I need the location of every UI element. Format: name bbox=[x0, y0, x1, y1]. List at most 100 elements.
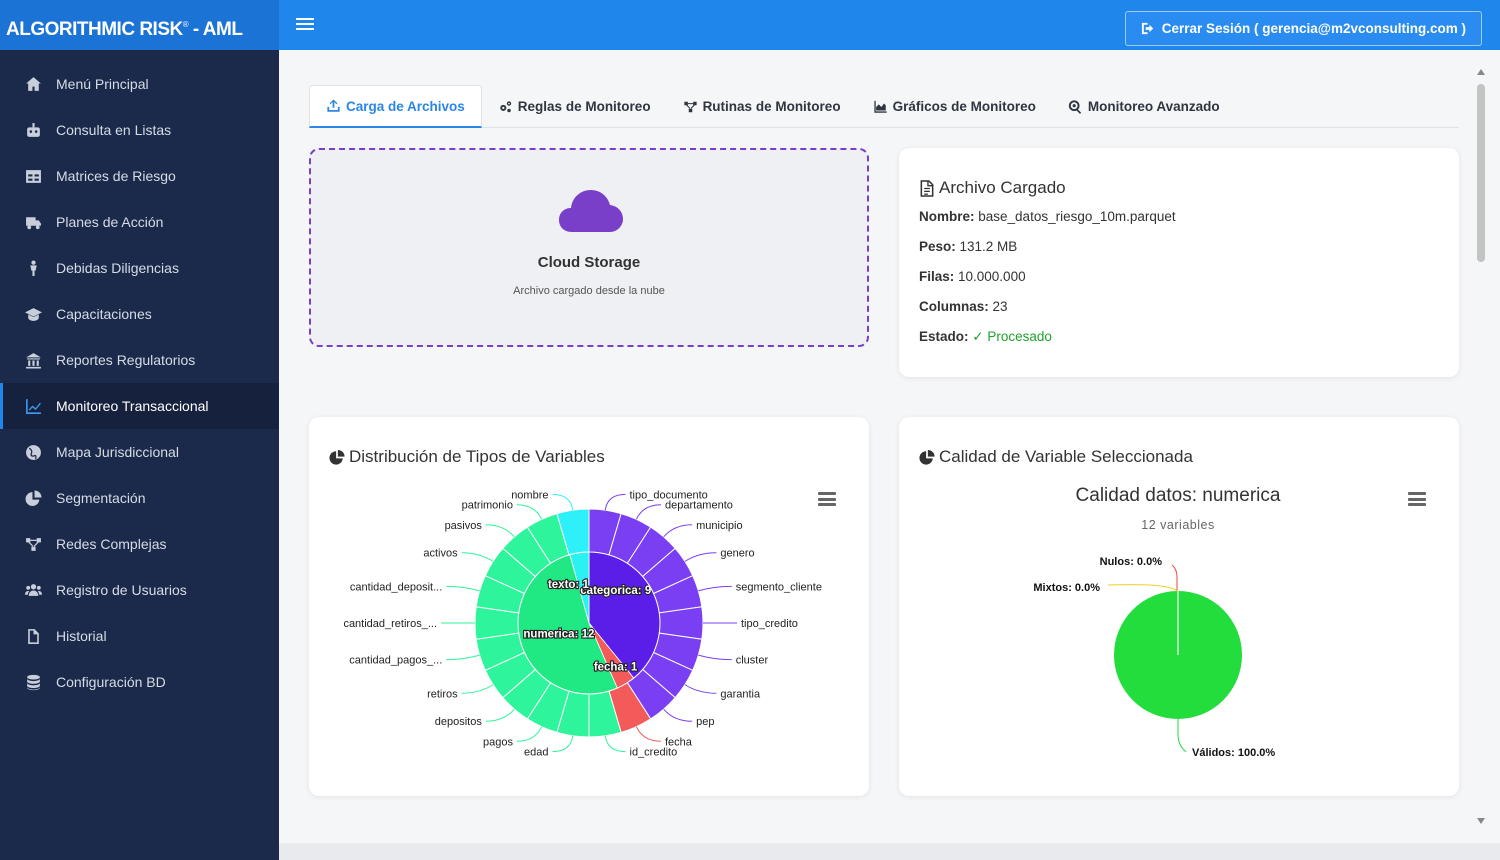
file-info-title: Archivo Cargado bbox=[919, 178, 1066, 198]
variable-types-card: Distribución de Tipos de Variables categ… bbox=[309, 417, 869, 796]
outer-slice-label: retiros bbox=[427, 688, 458, 700]
outer-slice-nombre[interactable] bbox=[556, 508, 590, 556]
sidebar-item-label: Redes Complejas bbox=[56, 536, 167, 552]
file-info-row: Estado: ✓ Procesado bbox=[919, 329, 1052, 345]
sidebar: Menú Principal Consulta en Listas Matrices… bbox=[0, 50, 279, 860]
sidebar-item-monitoreo-transaccional[interactable]: Monitoreo Transaccional bbox=[0, 383, 279, 429]
outer-slice-label: patrimonio bbox=[462, 500, 513, 512]
database-icon bbox=[23, 672, 43, 692]
label-connector bbox=[516, 726, 543, 742]
outer-slice-label: id_credito bbox=[630, 747, 678, 759]
bank-icon bbox=[23, 350, 43, 370]
tab-rutinas-de-monitoreo[interactable]: Rutinas de Monitoreo bbox=[667, 85, 857, 128]
label-connector bbox=[446, 654, 480, 661]
cogs-icon bbox=[500, 100, 511, 112]
file-info-value: 10.000.000 bbox=[954, 269, 1026, 284]
file-info-row: Nombre: base_datos_riesgo_10m.parquet bbox=[919, 209, 1176, 224]
sidebar-item-label: Configuración BD bbox=[56, 674, 166, 690]
tab-carga-de-archivos[interactable]: Carga de Archivos bbox=[309, 85, 482, 128]
logout-button[interactable]: Cerrar Sesión ( gerencia@m2vconsulting.c… bbox=[1124, 11, 1482, 46]
file-info-value: 23 bbox=[988, 299, 1008, 314]
pie-slice-label: Mixtos: 0.0% bbox=[1033, 582, 1100, 594]
file-info-value: base_datos_riesgo_10m.parquet bbox=[974, 209, 1176, 224]
tab-monitoreo-avanzado[interactable]: Monitoreo Avanzado bbox=[1052, 85, 1236, 128]
sidebar-item-label: Monitoreo Transaccional bbox=[56, 398, 209, 414]
sidebar-item-historial[interactable]: Historial bbox=[0, 613, 279, 659]
area-chart-icon bbox=[873, 100, 887, 113]
sidebar-item-configuracion-bd[interactable]: Configuración BD bbox=[0, 659, 279, 705]
sidebar-item-label: Debidas Diligencias bbox=[56, 260, 179, 276]
label-connector bbox=[663, 524, 693, 538]
chart-title: Calidad datos: numerica bbox=[1076, 485, 1281, 506]
sidebar-item-capacitaciones[interactable]: Capacitaciones bbox=[0, 291, 279, 337]
sidebar-item-menu-principal[interactable]: Menú Principal bbox=[0, 61, 279, 107]
label-connector bbox=[461, 684, 494, 694]
tab-graficos-de-monitoreo[interactable]: Gráficos de Monitoreo bbox=[857, 85, 1052, 128]
file-info-label: Peso: bbox=[919, 239, 956, 254]
sidebar-item-label: Reportes Regulatorios bbox=[56, 352, 196, 368]
label-connector bbox=[604, 493, 626, 511]
tab-reglas-de-monitoreo[interactable]: Reglas de Monitoreo bbox=[482, 85, 667, 128]
sidebar-item-label: Planes de Acción bbox=[56, 214, 164, 230]
sidebar-item-consulta-en-listas[interactable]: Consulta en Listas bbox=[0, 107, 279, 153]
sidebar-item-label: Historial bbox=[56, 628, 107, 644]
cloud-storage-dropzone[interactable]: Cloud Storage Archivo cargado desde la n… bbox=[309, 148, 869, 347]
tab-label: Reglas de Monitoreo bbox=[517, 99, 651, 114]
pie-chart-icon bbox=[919, 449, 935, 465]
file-info-value: 131.2 MB bbox=[955, 239, 1018, 254]
sidebar-item-redes-complejas[interactable]: Redes Complejas bbox=[0, 521, 279, 567]
sidebar-item-reportes-regulatorios[interactable]: Reportes Regulatorios bbox=[0, 337, 279, 383]
label-connector bbox=[698, 654, 732, 661]
home-icon bbox=[23, 74, 43, 94]
tab-label: Monitoreo Avanzado bbox=[1087, 99, 1220, 114]
robot-icon bbox=[23, 120, 43, 140]
scroll-thumb[interactable] bbox=[1477, 84, 1485, 262]
chart-menu-button[interactable] bbox=[1408, 492, 1426, 506]
sidebar-item-registro-de-usuarios[interactable]: Registro de Usuarios bbox=[0, 567, 279, 613]
person-icon bbox=[23, 258, 43, 278]
file-info-value: ✓ Procesado bbox=[968, 329, 1052, 344]
file-info-row: Columnas: 23 bbox=[919, 299, 1008, 314]
menu-toggle-icon[interactable] bbox=[296, 15, 314, 33]
brand-logo[interactable]: ALGORITHMIC RISK® - AML bbox=[0, 0, 279, 50]
search-icon bbox=[1068, 99, 1082, 114]
outer-slice-label: depositos bbox=[435, 716, 483, 728]
sign-out-icon bbox=[1141, 22, 1153, 35]
inner-slice-label: categorica: 9 bbox=[580, 585, 651, 597]
scrollbar[interactable] bbox=[1473, 64, 1489, 826]
label-connector bbox=[684, 552, 717, 562]
label-connector bbox=[1107, 584, 1178, 592]
sidebar-item-matrices-de-riesgo[interactable]: Matrices de Riesgo bbox=[0, 153, 279, 199]
pie-slice-label: Nulos: 0.0% bbox=[1100, 556, 1163, 568]
label-connector bbox=[485, 708, 515, 722]
table-icon bbox=[23, 166, 43, 186]
sidebar-item-label: Consulta en Listas bbox=[56, 122, 172, 138]
outer-slice-label: tipo_credito bbox=[741, 618, 798, 630]
outer-slice-label: genero bbox=[720, 548, 754, 560]
outer-slice-label: departamento bbox=[665, 500, 733, 512]
scroll-down-arrow-icon[interactable] bbox=[1477, 818, 1485, 824]
sidebar-item-planes-de-accion[interactable]: Planes de Acción bbox=[0, 199, 279, 245]
line-chart-icon bbox=[23, 396, 43, 416]
file-info-label: Nombre: bbox=[919, 209, 975, 224]
sunburst-chart: categorica: 9 fecha: 1 numerica: 12 texto: … bbox=[343, 489, 822, 759]
chart-menu-button[interactable] bbox=[818, 492, 836, 506]
scroll-up-arrow-icon[interactable] bbox=[1477, 69, 1485, 75]
upload-icon bbox=[327, 99, 340, 112]
label-connector bbox=[461, 552, 494, 562]
outer-slice-label: garantia bbox=[720, 688, 761, 700]
upload-subtitle: Archivo cargado desde la nube bbox=[513, 285, 665, 297]
sidebar-item-mapa-jurisdiccional[interactable]: Mapa Jurisdiccional bbox=[0, 429, 279, 475]
label-connector bbox=[663, 708, 693, 722]
network-icon bbox=[683, 101, 697, 112]
sidebar-item-label: Menú Principal bbox=[56, 76, 149, 92]
outer-slice-label: pep bbox=[696, 716, 714, 728]
sidebar-item-segmentacion[interactable]: Segmentación bbox=[0, 475, 279, 521]
label-connector bbox=[1177, 719, 1187, 753]
chart-subtitle: 12 variables bbox=[1141, 518, 1214, 532]
sidebar-item-debidas-diligencias[interactable]: Debidas Diligencias bbox=[0, 245, 279, 291]
pie-chart-icon bbox=[23, 488, 43, 508]
file-info-row: Filas: 10.000.000 bbox=[919, 269, 1026, 284]
sidebar-item-label: Capacitaciones bbox=[56, 306, 152, 322]
file-info-label: Filas: bbox=[919, 269, 955, 284]
